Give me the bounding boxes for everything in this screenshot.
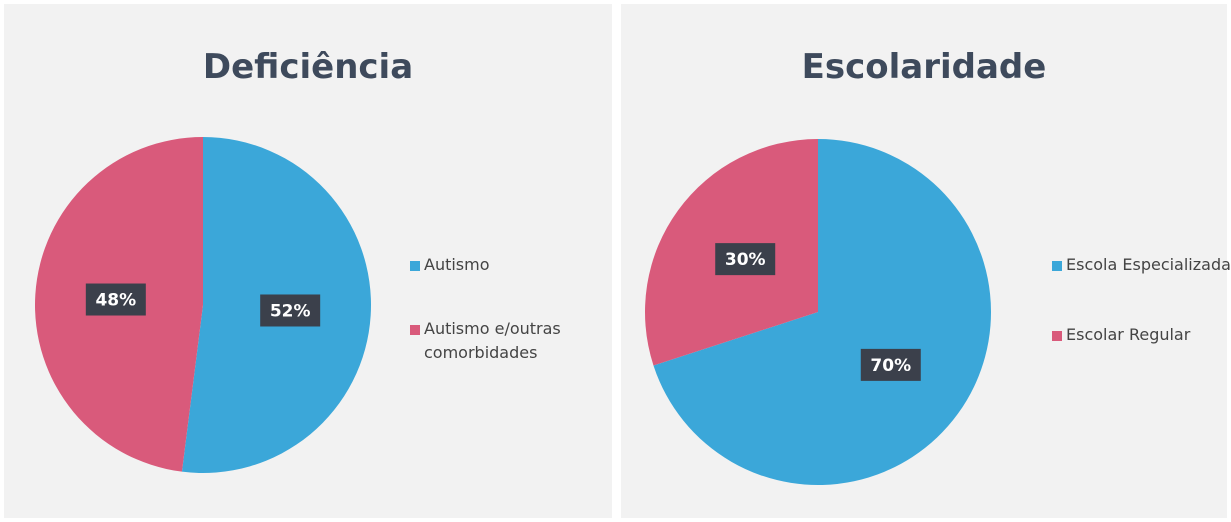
chart-title: Deficiência — [203, 47, 413, 87]
legend-swatch — [410, 261, 420, 271]
legend-entry: Autismo — [424, 255, 490, 274]
value-label: 30% — [725, 250, 766, 270]
chart-title: Escolaridade — [802, 47, 1047, 87]
legend-swatch — [1052, 331, 1062, 341]
legend-entry: Escola Especializada — [1066, 255, 1231, 274]
value-label-box — [85, 283, 146, 316]
legend-swatch — [1052, 261, 1062, 271]
legend-label: Autismo e/outras comorbidades — [424, 319, 561, 362]
value-label-box — [260, 294, 321, 327]
legend-label: Escola Especializada — [1066, 255, 1231, 274]
legend-entry: Autismo e/outras comorbidades — [424, 319, 561, 362]
value-label-box — [860, 348, 921, 381]
value-label: 70% — [870, 356, 911, 376]
legend-label: Autismo — [424, 255, 490, 274]
legend-swatch — [410, 325, 420, 335]
value-label-box — [715, 243, 776, 276]
value-label: 52% — [270, 301, 311, 321]
value-label: 48% — [95, 291, 136, 311]
legend-label: Escolar Regular — [1066, 325, 1191, 344]
pie-slice — [653, 139, 991, 485]
legend-entry: Escolar Regular — [1066, 325, 1191, 344]
